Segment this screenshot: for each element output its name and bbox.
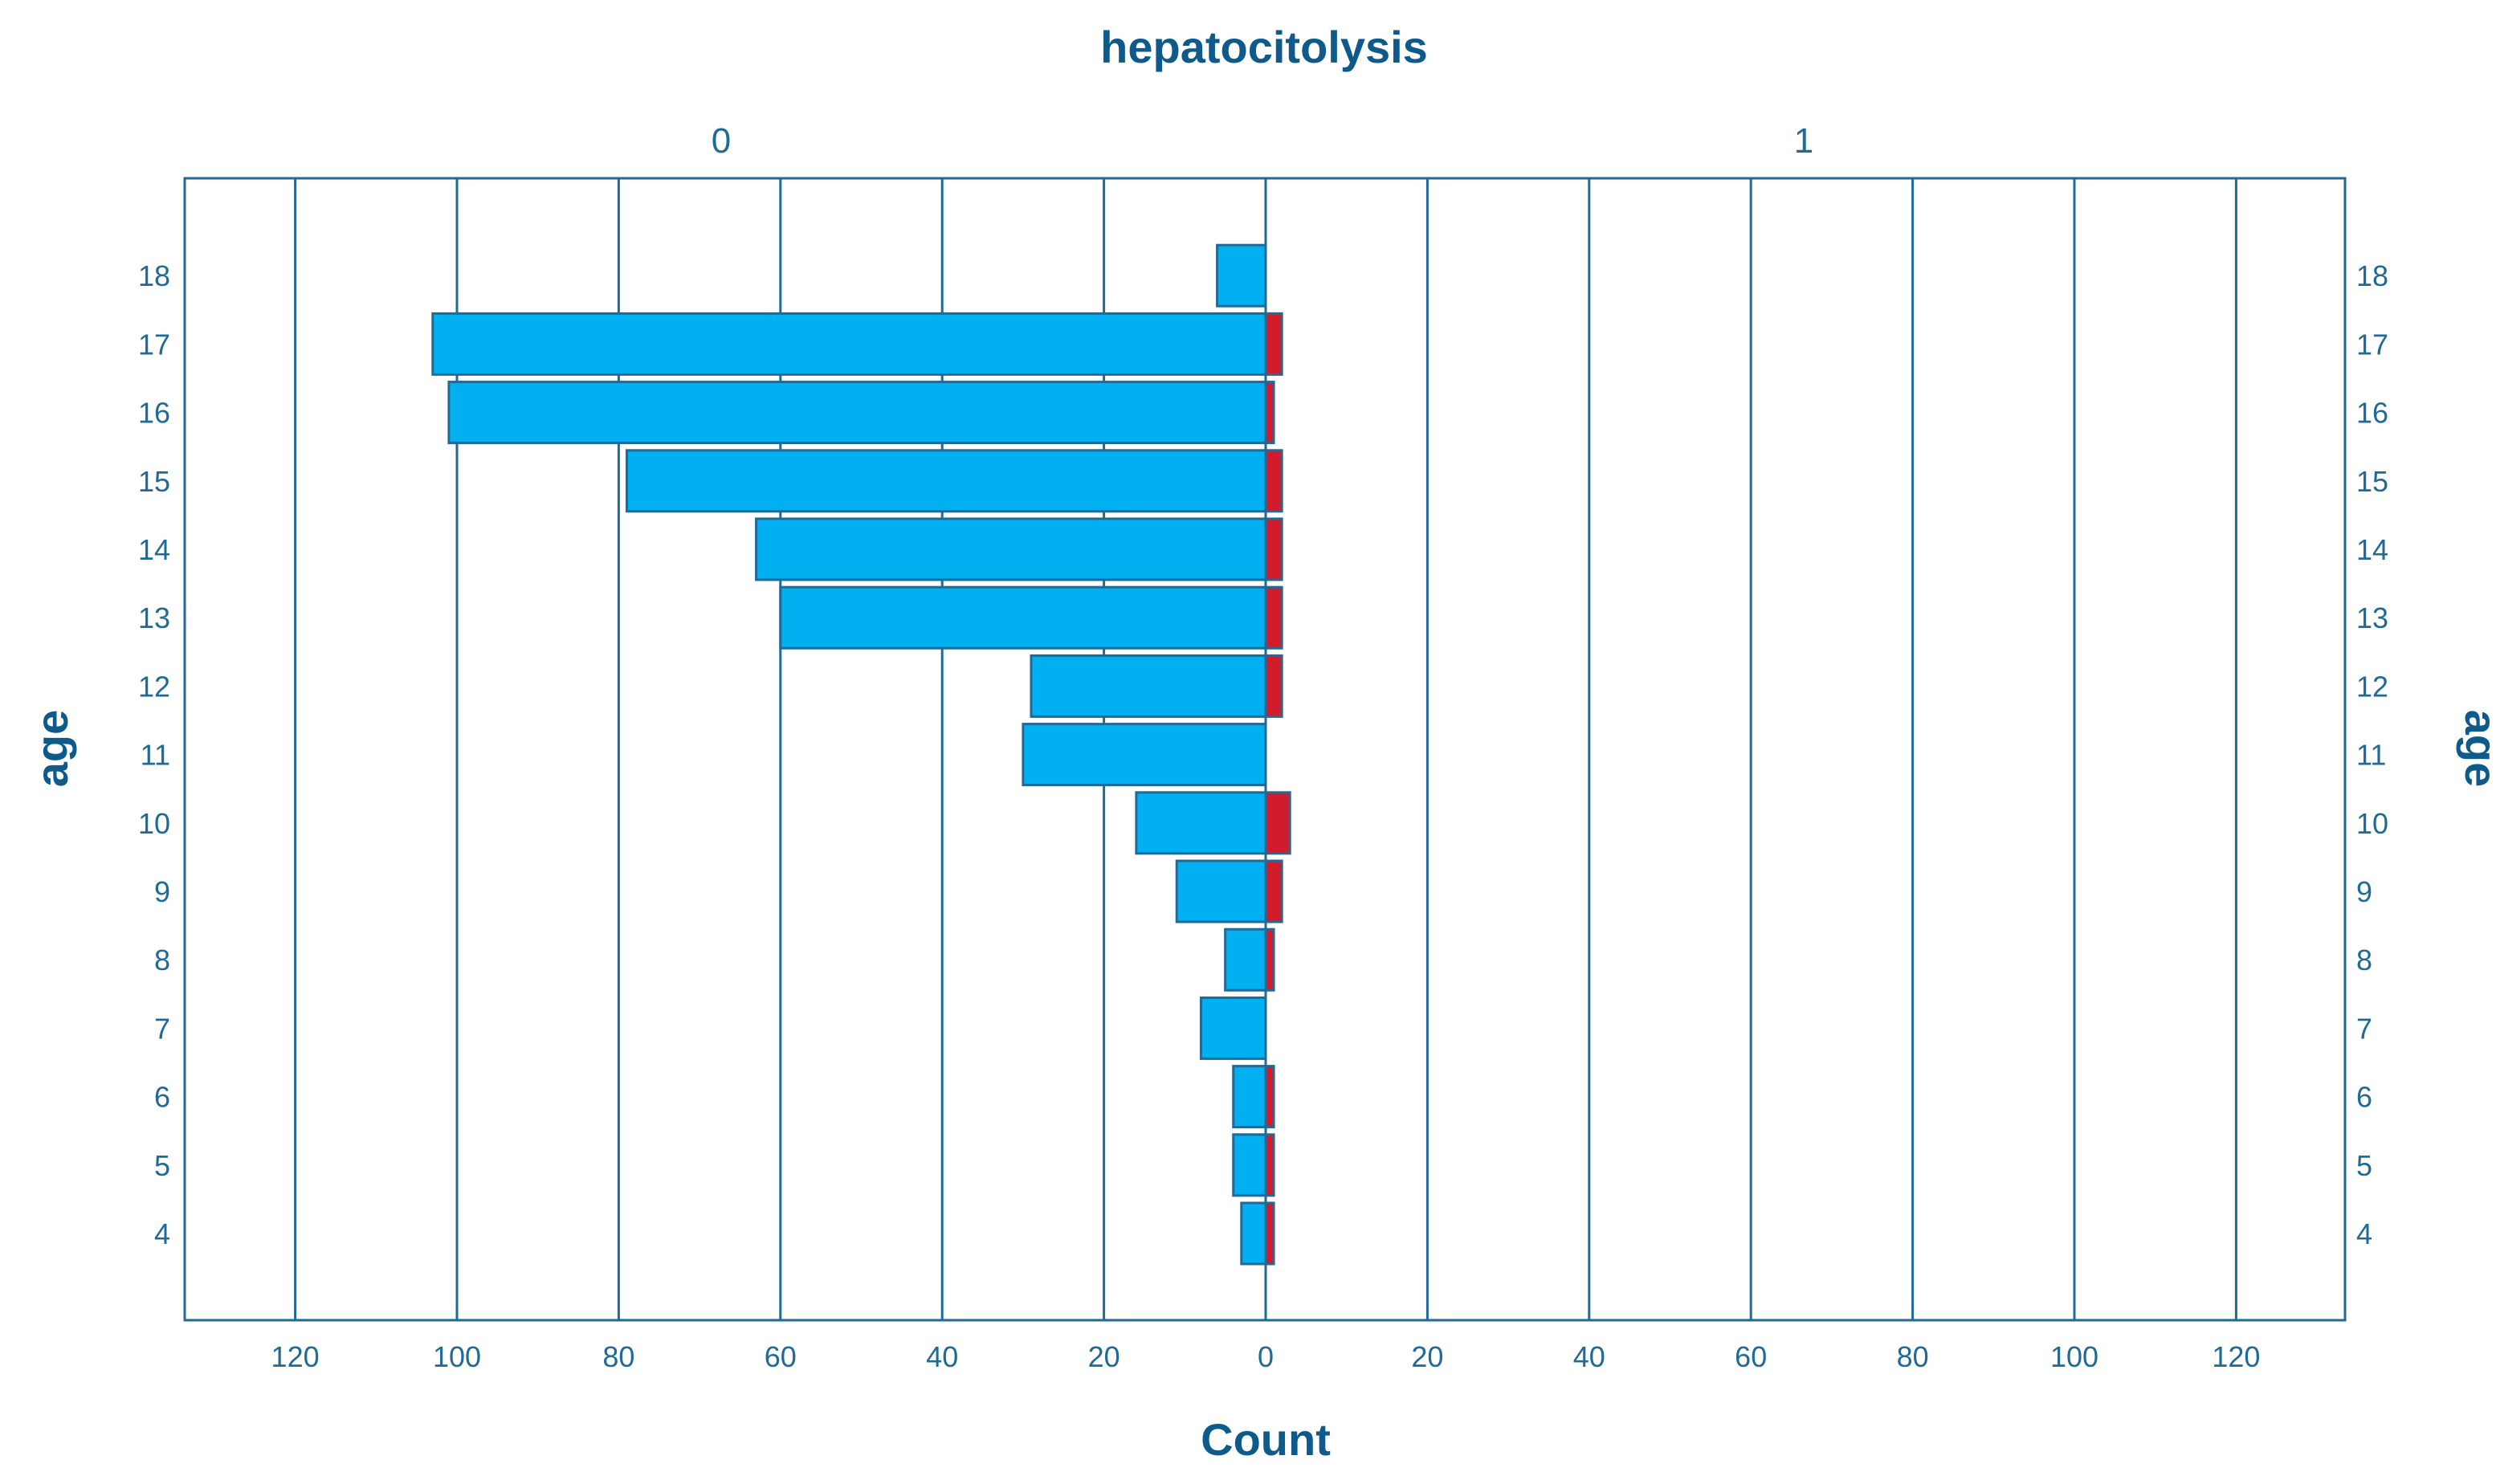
bar-1-age-17: [1264, 312, 1283, 376]
bar-0-age-11: [1022, 723, 1267, 787]
y-tick-label: 16: [2356, 397, 2388, 430]
x-tick-label: 120: [271, 1340, 320, 1373]
bar-0-age-13: [779, 585, 1267, 650]
bar-0-age-5: [1232, 1133, 1267, 1197]
y-tick-label: 8: [2356, 944, 2372, 976]
chart-title: hepatocitolysis: [1100, 22, 1428, 72]
bar-0-age-14: [755, 517, 1267, 581]
y-tick-label: 10: [2356, 807, 2388, 840]
y-tick-labels-right: 4 5 6 7 8 9 10 11 12 13 14 15 16 17 18: [2356, 259, 2388, 1250]
y-tick-label: 7: [2356, 1012, 2372, 1045]
bar-0-age-16: [447, 381, 1267, 445]
y-tick-label: 18: [138, 259, 170, 292]
bar-1-age-12: [1264, 654, 1283, 718]
x-tick-label: 40: [1573, 1340, 1605, 1373]
bar-1-age-14: [1264, 517, 1283, 581]
y-tick-label: 11: [141, 739, 170, 772]
y-tick-label: 17: [138, 328, 170, 361]
bars: [431, 243, 1291, 1266]
y-tick-label: 13: [138, 601, 170, 634]
bar-0-age-18: [1216, 243, 1267, 308]
bar-1-age-9: [1264, 859, 1283, 923]
y-tick-label: 4: [154, 1217, 170, 1250]
x-tick-label: 100: [433, 1340, 481, 1373]
x-tick-label: 120: [2212, 1340, 2260, 1373]
y-tick-label: 17: [2356, 328, 2388, 361]
bar-0-age-15: [625, 449, 1267, 513]
y-tick-label: 11: [2356, 739, 2386, 772]
y-tick-label: 15: [2356, 465, 2388, 498]
y-tick-label: 6: [2356, 1081, 2372, 1114]
x-tick-label: 60: [765, 1340, 797, 1373]
y-tick-label: 18: [2356, 259, 2388, 292]
plot-frame: [183, 177, 2347, 1322]
y-tick-label: 5: [2356, 1149, 2372, 1182]
bar-0-age-7: [1199, 996, 1267, 1060]
y-tick-label: 12: [138, 670, 170, 703]
y-tick-label: 9: [154, 875, 170, 908]
bar-0-age-12: [1030, 654, 1267, 718]
x-tick-label: 20: [1088, 1340, 1120, 1373]
x-axis-title: Count: [1201, 1414, 1331, 1465]
x-tick-label: 80: [602, 1340, 634, 1373]
bar-0-age-8: [1224, 928, 1267, 992]
bar-0-age-4: [1240, 1201, 1267, 1266]
y-axis-title-left: age: [27, 710, 77, 788]
y-tick-label: 5: [154, 1149, 170, 1182]
bar-1-age-5: [1264, 1133, 1275, 1197]
y-tick-label: 6: [154, 1081, 170, 1114]
x-tick-label: 0: [1258, 1340, 1274, 1373]
bar-1-age-6: [1264, 1065, 1275, 1129]
y-axis-title-right: age: [2456, 710, 2496, 788]
x-tick-label: 100: [2050, 1340, 2098, 1373]
y-tick-label: 13: [2356, 601, 2388, 634]
x-tick-label: 60: [1735, 1340, 1767, 1373]
bar-1-age-15: [1264, 449, 1283, 513]
bar-0-age-17: [431, 312, 1267, 376]
panel-label-right: 1: [1794, 121, 1813, 161]
y-tick-label: 7: [154, 1012, 170, 1045]
y-tick-label: 4: [2356, 1217, 2372, 1250]
x-tick-labels: 0 20 20 40 40 60 60 80 80 100 100 120 120: [271, 1340, 2261, 1373]
y-tick-label: 10: [138, 807, 170, 840]
x-tick-label: 80: [1897, 1340, 1929, 1373]
bar-0-age-9: [1175, 859, 1267, 923]
bar-1-age-8: [1264, 928, 1275, 992]
x-tick-label: 20: [1411, 1340, 1443, 1373]
y-tick-label: 16: [138, 397, 170, 430]
bar-0-age-6: [1232, 1065, 1267, 1129]
x-tick-label: 40: [926, 1340, 958, 1373]
panel-label-left: 0: [712, 121, 731, 161]
y-tick-label: 12: [2356, 670, 2388, 703]
y-tick-label: 15: [138, 465, 170, 498]
y-tick-label: 14: [138, 533, 170, 566]
bar-1-age-13: [1264, 585, 1283, 650]
bar-1-age-4: [1264, 1201, 1275, 1266]
bar-1-age-10: [1264, 791, 1291, 855]
bar-0-age-10: [1135, 791, 1267, 855]
y-tick-label: 9: [2356, 875, 2372, 908]
y-tick-label: 14: [2356, 533, 2388, 566]
bar-1-age-16: [1264, 381, 1275, 445]
y-tick-labels-left: 4 5 6 7 8 9 10 11 12 13 14 15 16 17 18: [138, 259, 170, 1250]
y-tick-label: 8: [154, 944, 170, 976]
